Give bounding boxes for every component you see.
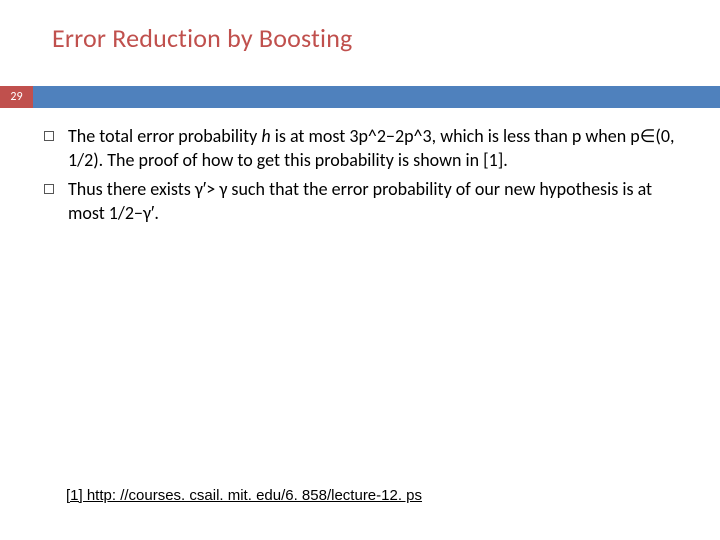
header-bar: 29 bbox=[0, 86, 720, 108]
accent-bar bbox=[33, 86, 720, 108]
italic-text: h bbox=[261, 125, 270, 147]
square-bullet-icon bbox=[44, 184, 54, 194]
bullet-text: The total error probability h is at most… bbox=[68, 124, 684, 173]
square-bullet-icon bbox=[44, 131, 54, 141]
reference-link[interactable]: [1] http: //courses. csail. mit. edu/6. … bbox=[66, 487, 422, 504]
content-area: The total error probability h is at most… bbox=[44, 124, 684, 229]
text-run: Thus there exists γ′> γ such that the er… bbox=[68, 178, 652, 224]
slide: Error Reduction by Boosting 29 The total… bbox=[0, 0, 720, 540]
slide-number-box: 29 bbox=[0, 86, 33, 108]
bullet-text: Thus there exists γ′> γ such that the er… bbox=[68, 177, 684, 226]
bullet-item: The total error probability h is at most… bbox=[44, 124, 684, 173]
slide-title: Error Reduction by Boosting bbox=[52, 22, 353, 54]
bullet-item: Thus there exists γ′> γ such that the er… bbox=[44, 177, 684, 226]
text-run: The total error probability bbox=[68, 125, 261, 147]
